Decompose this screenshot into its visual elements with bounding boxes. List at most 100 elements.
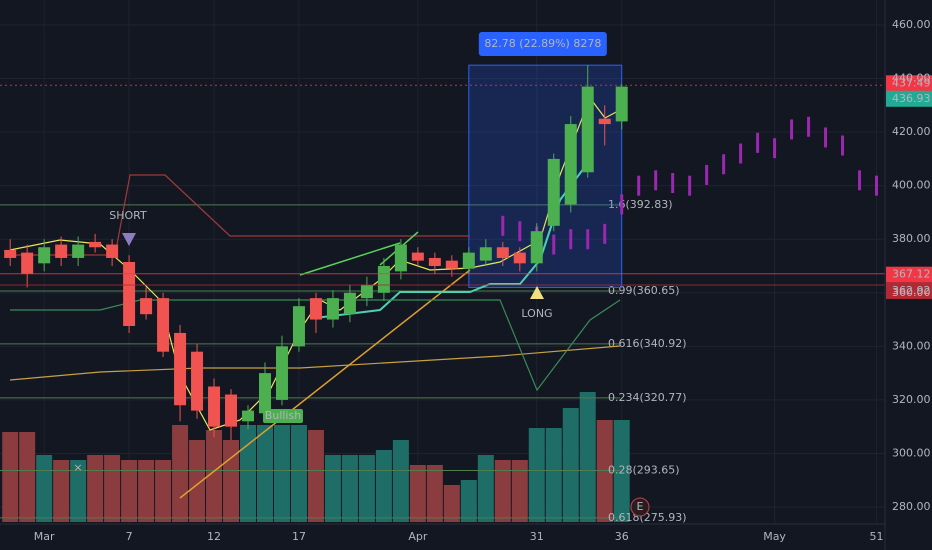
y-tick-label: 460.00 bbox=[892, 18, 931, 31]
volume-bar bbox=[426, 465, 443, 522]
candle-body bbox=[513, 252, 526, 264]
x-tick-label: 12 bbox=[207, 530, 221, 543]
volume-bar bbox=[206, 430, 223, 522]
candle-body bbox=[343, 292, 356, 315]
candle-body bbox=[530, 231, 543, 264]
candle-body bbox=[564, 124, 577, 205]
fib-label: 0.28(293.65) bbox=[608, 463, 680, 476]
y-tick-label: 420.00 bbox=[892, 125, 931, 138]
volume-bar bbox=[341, 455, 358, 522]
volume-bar bbox=[443, 485, 460, 522]
volume-bar bbox=[324, 455, 341, 522]
x-tick-label: 17 bbox=[292, 530, 306, 543]
fib-label: 1.6(392.83) bbox=[608, 198, 673, 211]
bullish-bg bbox=[263, 409, 303, 423]
volume-bar bbox=[409, 465, 426, 522]
y-tick-label: 280.00 bbox=[892, 500, 931, 513]
measure-box bbox=[468, 64, 623, 288]
candle-body bbox=[615, 86, 628, 122]
candle-body bbox=[598, 118, 611, 125]
price-tag bbox=[886, 282, 932, 299]
candle-body bbox=[411, 252, 424, 261]
y-tick-label: 440.00 bbox=[892, 72, 931, 85]
candle-body bbox=[89, 241, 102, 248]
annotations: SHORT LONG Bullish E × bbox=[73, 209, 650, 517]
volume-bar bbox=[19, 432, 36, 522]
volume-layer bbox=[2, 392, 630, 522]
price-tags: 437.49 436.93 367.12 362.92 bbox=[0, 75, 932, 299]
candle-body bbox=[462, 252, 475, 269]
candle-body bbox=[445, 260, 458, 269]
trend-line bbox=[179, 269, 471, 499]
x-tick-label: Apr bbox=[408, 530, 428, 543]
price-tag-label: 436.93 bbox=[892, 92, 931, 105]
candle-body bbox=[123, 261, 136, 326]
long-marker bbox=[530, 286, 544, 299]
moving-average bbox=[9, 345, 621, 381]
candle-body bbox=[38, 247, 51, 264]
candle-body bbox=[428, 257, 441, 266]
fib-label: 0.99(360.65) bbox=[608, 284, 680, 297]
price-tag bbox=[886, 75, 932, 92]
fib-layer: 1.6(392.83) 0.99(360.65) 0.616(340.92) 0.23… bbox=[0, 198, 687, 524]
x-tick-label: 51 bbox=[870, 530, 884, 543]
y-tick-label: 320.00 bbox=[892, 393, 931, 406]
volume-bar bbox=[53, 460, 70, 522]
candle-body bbox=[360, 284, 373, 299]
price-tag-label: 362.92 bbox=[892, 284, 931, 297]
lower-line bbox=[10, 299, 621, 392]
volume-bar bbox=[172, 425, 189, 522]
short-label: SHORT bbox=[109, 209, 147, 222]
long-label: LONG bbox=[521, 307, 552, 320]
volume-bar bbox=[290, 425, 307, 522]
x-tick-label: Mar bbox=[34, 530, 55, 543]
candle-body bbox=[208, 386, 221, 427]
volume-bar bbox=[223, 440, 240, 522]
volume-bar bbox=[155, 460, 172, 522]
volume-bar bbox=[477, 455, 494, 522]
candle-body bbox=[106, 244, 119, 258]
stop-line bbox=[10, 174, 470, 256]
candle-body bbox=[377, 266, 390, 293]
volume-bar bbox=[545, 428, 562, 522]
candle-body bbox=[479, 247, 492, 261]
channel-upper bbox=[299, 242, 401, 276]
earnings-marker bbox=[630, 497, 650, 517]
y-tick-label: 340.00 bbox=[892, 339, 931, 352]
volume-bar bbox=[2, 432, 19, 522]
bullish-label: Bullish bbox=[265, 409, 301, 422]
fib-label: 0.234(320.77) bbox=[608, 391, 687, 404]
volume-bar bbox=[392, 440, 409, 522]
volume-bar bbox=[613, 420, 630, 522]
volume-bar bbox=[87, 455, 104, 522]
candle-body bbox=[242, 410, 255, 422]
candle-body bbox=[72, 244, 85, 258]
volume-bar bbox=[307, 430, 324, 522]
candle-body bbox=[496, 247, 509, 258]
volume-bar bbox=[189, 440, 206, 522]
volume-bar bbox=[511, 460, 528, 522]
cross-label: × bbox=[73, 461, 82, 474]
candle-body bbox=[292, 306, 305, 347]
volume-bar bbox=[104, 455, 121, 522]
candle-body bbox=[581, 86, 594, 173]
candle-body bbox=[191, 351, 204, 411]
volume-bar bbox=[375, 450, 392, 522]
candle-body bbox=[309, 298, 322, 320]
short-marker bbox=[122, 233, 136, 246]
candle-body bbox=[275, 346, 288, 400]
projection-layer bbox=[501, 116, 879, 255]
price-tag-label: 367.12 bbox=[892, 268, 931, 281]
candle-body bbox=[55, 244, 68, 258]
fib-label: 0.616(340.92) bbox=[608, 337, 687, 350]
earnings-label: E bbox=[637, 500, 644, 513]
measure-label-bg bbox=[478, 32, 607, 56]
fib-label: 0.618(275.93) bbox=[608, 511, 687, 524]
candle-body bbox=[174, 332, 187, 406]
volume-bar bbox=[70, 460, 87, 522]
measure-layer: 82.78 (22.89%) 8278 bbox=[468, 32, 623, 288]
price-tag-label: 437.49 bbox=[892, 76, 931, 89]
x-tick-label: 36 bbox=[615, 530, 629, 543]
